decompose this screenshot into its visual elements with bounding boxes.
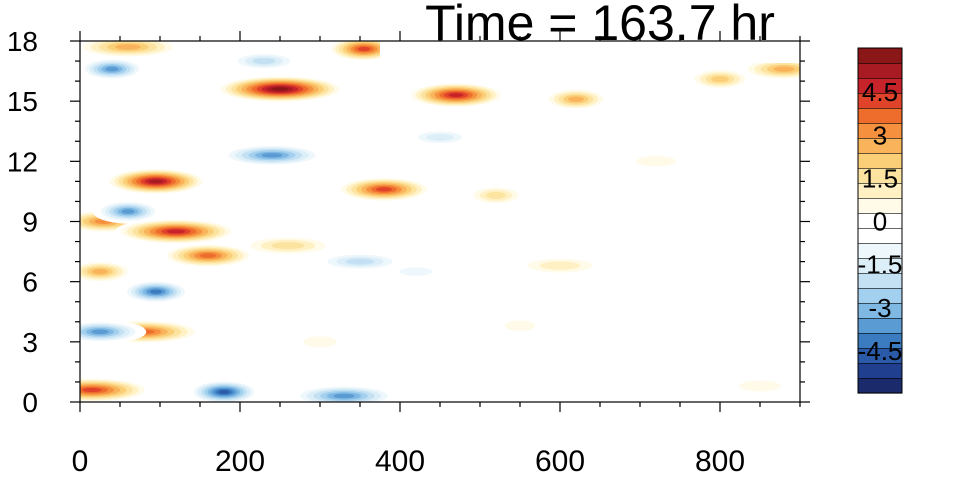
contour-feature [80, 319, 147, 344]
colorbar-label: -4.5 [858, 336, 903, 366]
colorbar-label: -1.5 [858, 250, 903, 280]
colorbar-swatch [857, 47, 903, 64]
contour-band [679, 276, 729, 287]
contour-feature [215, 143, 329, 168]
chart-title: Time = 163.7 hr [425, 0, 775, 51]
contour-feature [239, 235, 337, 256]
contour-band [92, 268, 108, 275]
y-tick-label: 3 [22, 327, 38, 358]
contour-band [82, 387, 102, 393]
contour-feature [286, 383, 402, 402]
contour-feature [105, 168, 207, 195]
colorbar-frame [857, 47, 903, 394]
contour-band [345, 258, 375, 265]
contour-band [357, 46, 371, 52]
contour-feature [467, 185, 525, 206]
colorbar-swatch [857, 377, 903, 394]
contour-band [199, 253, 217, 258]
x-tick-label: 600 [535, 445, 585, 473]
contour-feature [215, 75, 345, 103]
contour-band [711, 76, 729, 83]
contour-band [115, 44, 141, 50]
contour-feature [80, 41, 181, 59]
y-tick-label: 18 [7, 26, 38, 57]
contour-band [303, 336, 337, 348]
contour-feature [454, 363, 506, 381]
y-tick-label: 6 [22, 267, 38, 298]
contour-feature [556, 116, 644, 135]
contour-field [80, 41, 800, 402]
contour-band [399, 267, 433, 276]
x-tick-label: 0 [72, 445, 89, 473]
x-tick-label: 200 [215, 445, 265, 473]
contour-band [149, 179, 163, 184]
contour-band [149, 289, 163, 294]
contour-feature [514, 256, 606, 276]
contour-feature [336, 176, 432, 202]
contour-band [486, 191, 506, 199]
contour-band [218, 390, 230, 394]
contour-band [91, 329, 109, 335]
contour-feature [495, 317, 545, 335]
contour-feature [80, 57, 148, 82]
y-tick-label: 12 [7, 146, 38, 177]
y-tick-label: 0 [22, 387, 38, 418]
contour-feature [401, 127, 479, 148]
contour-band [166, 229, 186, 234]
contour-feature [293, 332, 347, 351]
title-backdrop [380, 41, 800, 63]
contour-feature [92, 199, 164, 224]
contour-feature [726, 377, 794, 395]
contour-feature [309, 250, 411, 273]
colorbar: 4.5 3 1.5 0 -1.5 -3 -4.5 [857, 47, 903, 394]
colorbar-label: 0 [873, 207, 887, 237]
contour-band [636, 156, 676, 167]
contour-band [426, 133, 454, 141]
contour-feature [406, 82, 506, 108]
contour-feature [80, 260, 133, 283]
contour-band [261, 153, 283, 158]
contour-band [739, 380, 781, 392]
y-tick-label: 15 [7, 86, 38, 117]
contour-feature [186, 379, 262, 402]
contour-feature [161, 243, 255, 268]
y-axis: 0 3 6 9 12 15 18 [7, 26, 810, 418]
contour-band [271, 87, 289, 91]
contour-band [105, 66, 119, 72]
contour-band [573, 119, 627, 131]
colorbar-label: 4.5 [862, 77, 898, 107]
contour-band [464, 366, 496, 378]
contour-band [540, 261, 580, 270]
contour-band [121, 209, 135, 214]
colorbar-label: -3 [868, 293, 891, 323]
contour-feature [80, 377, 152, 402]
y-tick-label: 9 [22, 207, 38, 238]
contour-band [333, 393, 355, 399]
contour-feature [623, 152, 689, 170]
contour-band [448, 93, 464, 97]
colorbar-label: 3 [873, 120, 887, 150]
contour-band [271, 242, 305, 250]
contour-band [252, 58, 276, 65]
contour-band [504, 320, 536, 331]
contour-band [376, 187, 392, 192]
x-tick-label: 400 [375, 445, 425, 473]
contour-feature [688, 68, 752, 90]
contour-feature [223, 50, 305, 72]
contour-feature [119, 279, 193, 305]
contour-feature [741, 57, 800, 81]
colorbar-swatch [857, 62, 903, 79]
contour-feature [543, 88, 609, 111]
contour-feature [115, 218, 237, 245]
contour-band [773, 66, 795, 72]
x-tick-label: 800 [695, 445, 745, 473]
colorbar-label: 1.5 [862, 163, 898, 193]
contour-feature [664, 273, 744, 291]
contour-band [568, 96, 584, 102]
